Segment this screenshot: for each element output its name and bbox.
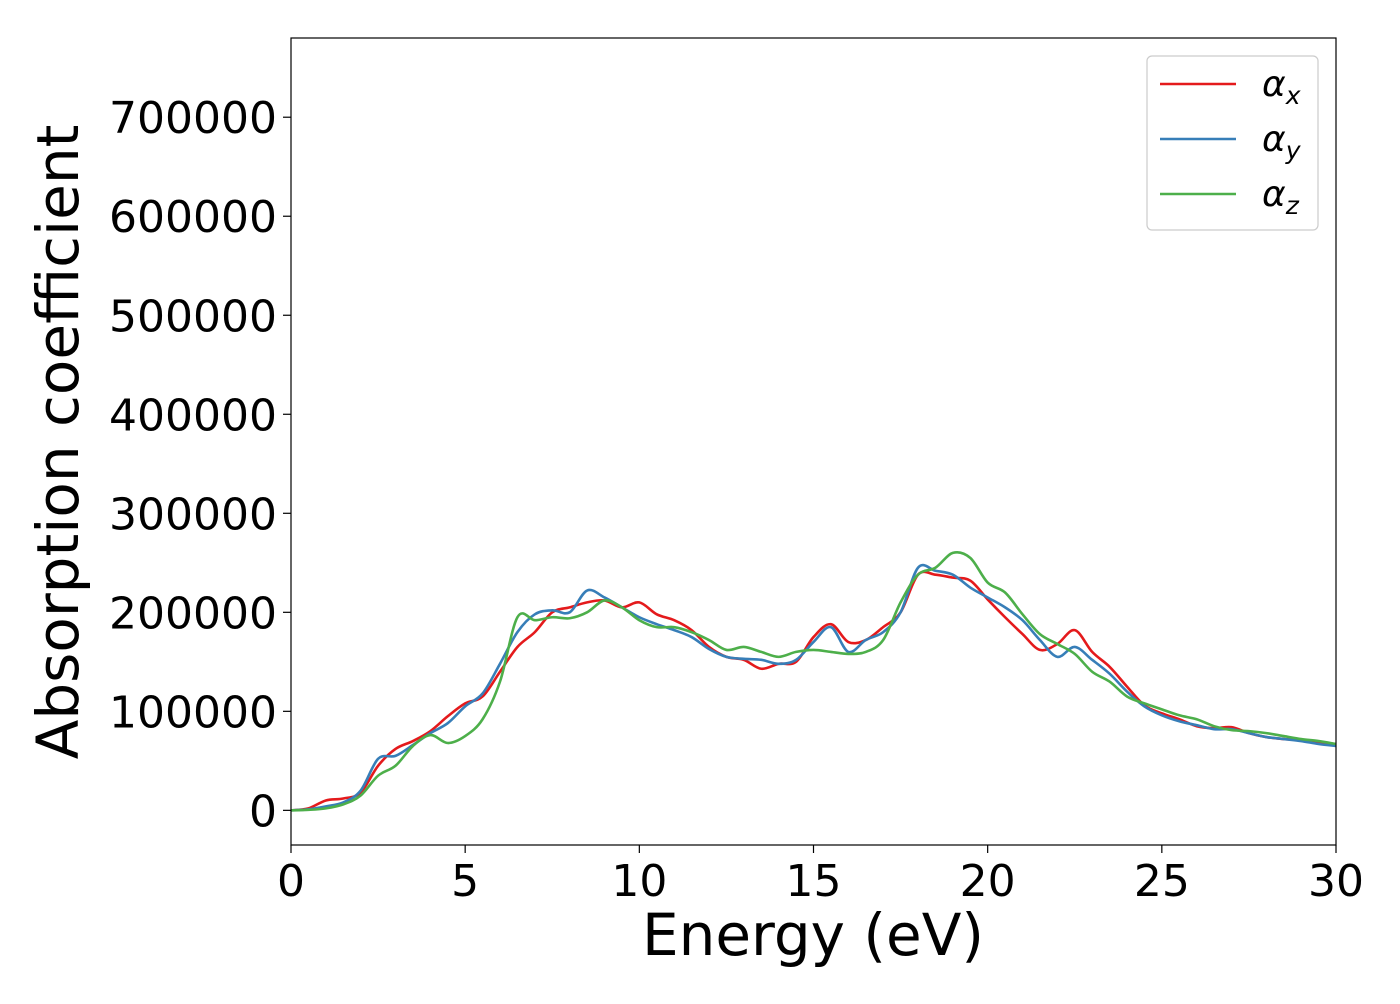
series-line-y (290, 563, 1337, 812)
x-tick-label: 10 (611, 856, 667, 907)
series-line-x (290, 570, 1337, 812)
x-axis-ticks: 0 5 10 15 20 25 30 (277, 845, 1364, 907)
legend-label-y: αy (1262, 119, 1302, 165)
y-tick-label: 300000 (109, 489, 277, 540)
legend-label-x: αx (1262, 64, 1301, 110)
legend-label-symbol: α (1262, 174, 1286, 215)
legend-label-subscript: y (1285, 136, 1302, 165)
series-line-z (290, 550, 1337, 812)
legend-label-symbol: α (1262, 119, 1286, 160)
x-tick-label: 25 (1134, 856, 1190, 907)
x-axis-label: Energy (eV) (642, 901, 984, 969)
legend-box (1146, 55, 1319, 231)
x-tick-label: 0 (277, 856, 305, 907)
y-axis-label: Absorption coefficient (24, 125, 92, 760)
legend-label-z: αz (1262, 174, 1300, 220)
y-tick-label: 100000 (109, 687, 277, 738)
x-tick-label: 20 (960, 856, 1016, 907)
y-tick-label: 0 (249, 786, 277, 837)
y-tick-label: 500000 (109, 291, 277, 342)
legend-label-subscript: z (1285, 191, 1300, 220)
y-tick-label: 700000 (109, 93, 277, 144)
x-tick-label: 15 (786, 856, 842, 907)
legend-label-symbol: α (1262, 64, 1286, 105)
y-tick-label: 600000 (109, 192, 277, 243)
x-tick-label: 30 (1308, 856, 1364, 907)
y-tick-label: 400000 (109, 390, 277, 441)
series-lines (290, 550, 1337, 812)
y-tick-label: 200000 (109, 588, 277, 639)
x-tick-label: 5 (451, 856, 479, 907)
legend-label-subscript: x (1285, 81, 1301, 110)
y-axis-ticks: 0 100000 200000 300000 400000 500000 600000 700… (109, 93, 291, 837)
